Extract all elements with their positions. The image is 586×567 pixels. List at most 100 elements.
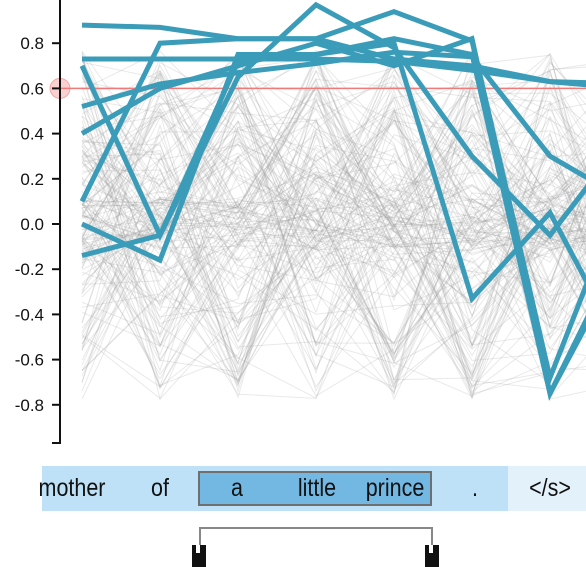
- token-end-of-sentence[interactable]: </s>: [529, 474, 571, 502]
- background-series-line: [81, 61, 586, 348]
- highlighted-series-line-2[interactable]: [81, 49, 586, 201]
- token-of[interactable]: of: [151, 474, 169, 502]
- last-token-background: [508, 466, 586, 511]
- background-series-line: [81, 62, 586, 280]
- background-series-line: [81, 119, 586, 340]
- background-series-line: [81, 83, 586, 321]
- background-series-line: [81, 81, 586, 247]
- background-series-line: [81, 68, 586, 401]
- background-series-line: [81, 84, 586, 284]
- background-series-line: [81, 73, 586, 295]
- background-series-line: [81, 56, 586, 336]
- background-series-line: [81, 156, 586, 374]
- background-series-line: [81, 72, 586, 241]
- background-series-line: [81, 69, 586, 380]
- background-series-line: [81, 120, 586, 373]
- background-series-line: [81, 93, 586, 346]
- background-series-line: [81, 51, 586, 344]
- y-tick-label: 0.0: [20, 215, 44, 234]
- background-series-line: [81, 236, 586, 376]
- background-series-line: [81, 144, 586, 390]
- background-series-line: [81, 77, 586, 240]
- token-prince[interactable]: prince: [365, 474, 425, 502]
- background-series-line: [81, 123, 586, 383]
- highlighted-series-line-6[interactable]: [80, 40, 586, 359]
- background-series-line: [81, 74, 586, 358]
- background-series-line: [81, 82, 586, 328]
- background-series-line: [81, 92, 586, 388]
- background-series-line: [81, 64, 586, 385]
- background-series-line: [81, 50, 586, 347]
- background-series-line: [81, 58, 586, 365]
- background-series-line: [81, 74, 586, 388]
- background-series-line: [81, 86, 586, 223]
- background-series-line: [81, 52, 586, 332]
- background-series-line: [81, 61, 586, 352]
- background-series-line: [81, 80, 586, 313]
- background-series-line: [81, 69, 586, 236]
- background-series-line: [81, 168, 586, 388]
- highlighted-series-line-7[interactable]: [80, 35, 586, 401]
- background-series-line: [81, 108, 586, 304]
- y-tick-label: 0.2: [20, 170, 44, 189]
- background-series-line: [81, 52, 586, 397]
- background-series-line: [81, 112, 586, 383]
- y-tick-label: -0.4: [15, 305, 44, 324]
- background-series-line: [81, 60, 586, 278]
- background-series-line: [81, 109, 586, 372]
- background-series-line: [81, 139, 586, 366]
- background-series-line: [81, 72, 586, 377]
- background-series-line: [81, 155, 586, 392]
- token-a[interactable]: a: [231, 474, 243, 502]
- background-series-line: [81, 117, 586, 383]
- y-tick-label: 0.6: [20, 79, 44, 98]
- background-series-line: [81, 49, 586, 356]
- background-series-line: [81, 105, 586, 366]
- background-series-line: [81, 88, 586, 251]
- background-series-line: [81, 169, 586, 400]
- background-series-line: [81, 88, 586, 338]
- background-series-line: [81, 200, 586, 387]
- background-series-line: [81, 66, 586, 393]
- background-series-line: [81, 102, 586, 235]
- bracket-left-handle[interactable]: [192, 545, 206, 567]
- background-series-line: [81, 103, 586, 361]
- y-tick-label: 0.8: [20, 34, 44, 53]
- background-series-line: [81, 50, 586, 319]
- background-series-line: [81, 87, 586, 346]
- background-series-line: [81, 203, 586, 357]
- bracket-right-handle-notch: [429, 545, 433, 553]
- background-series-line: [81, 55, 586, 394]
- highlighted-series-line-4[interactable]: [79, 8, 586, 387]
- background-series-line: [81, 86, 586, 324]
- background-series-line: [81, 126, 586, 388]
- background-series-line: [81, 114, 586, 395]
- background-series-line: [81, 99, 586, 317]
- background-series-line: [81, 83, 586, 293]
- background-series-line: [81, 102, 586, 249]
- token-mother[interactable]: mother: [38, 474, 106, 502]
- background-series-line: [81, 95, 586, 328]
- background-series-line: [81, 92, 586, 401]
- background-series-line: [81, 152, 586, 382]
- token-period[interactable]: .: [472, 474, 478, 502]
- bracket-left-handle-notch: [196, 545, 200, 553]
- background-series-line: [81, 107, 586, 321]
- y-tick-label: 0.4: [20, 125, 44, 144]
- token-little[interactable]: little: [297, 474, 337, 502]
- highlighted-series-lines: [79, 1, 586, 401]
- background-series-line: [81, 133, 586, 393]
- y-tick-label: -0.2: [15, 260, 44, 279]
- background-series-line: [81, 119, 586, 371]
- background-series-line: [81, 78, 586, 396]
- background-series-line: [81, 68, 586, 285]
- bracket-right-handle[interactable]: [425, 545, 439, 567]
- background-series-line: [81, 146, 586, 389]
- background-series-line: [81, 166, 586, 371]
- background-series-line: [81, 54, 586, 361]
- background-series-line: [81, 149, 586, 347]
- token-selection-box[interactable]: [198, 471, 432, 506]
- background-series-line: [81, 74, 586, 338]
- background-series-line: [81, 84, 586, 271]
- background-series-line: [81, 76, 586, 209]
